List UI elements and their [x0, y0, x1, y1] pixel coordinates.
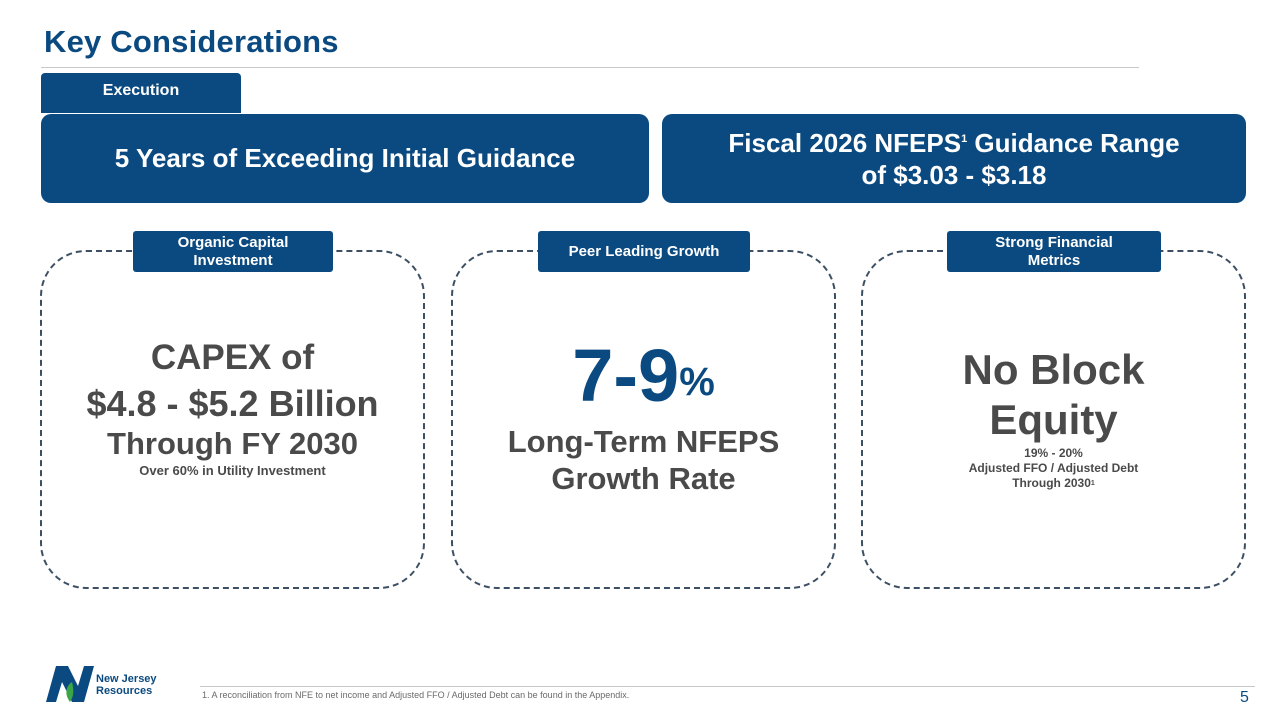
financial-metrics-tab: Strong Financial Metrics [947, 231, 1161, 272]
company-logo [46, 666, 94, 702]
guidance-history-banner: 5 Years of Exceeding Initial Guidance [41, 114, 649, 203]
title-divider [41, 67, 1139, 68]
guidance-range-line1: Fiscal 2026 NFEPS1 Guidance Range [728, 127, 1180, 158]
capex-note: Over 60% in Utility Investment [139, 463, 326, 478]
growth-card [451, 250, 836, 589]
growth-rate-value: 7-9% [572, 334, 715, 417]
capex-period: Through FY 2030 [107, 426, 358, 461]
footer-divider [200, 686, 1255, 687]
capex-heading: CAPEX of [150, 338, 315, 377]
growth-rate-label-line1: Long-Term NFEPS [507, 424, 780, 459]
footnote: 1. A reconciliation from NFE to net inco… [202, 690, 630, 700]
ffo-debt-metric: 19% - 20% Adjusted FFO / Adjusted Debt T… [968, 446, 1139, 490]
peer-growth-tab: Peer Leading Growth [538, 231, 750, 272]
page-number: 5 [1240, 689, 1249, 706]
no-block-equity-line1: No Block [962, 346, 1145, 393]
footnote-marker: 1 [961, 132, 968, 145]
capital-investment-tab: Organic Capital Investment [133, 231, 333, 272]
no-block-equity-line2: Equity [989, 396, 1118, 443]
execution-tab: Execution [41, 73, 241, 113]
guidance-range-line2: of $3.03 - $3.18 [861, 159, 1047, 190]
guidance-range-banner: Fiscal 2026 NFEPS1 Guidance Range of $3.… [662, 114, 1246, 203]
logo-wordmark: New Jersey Resources [96, 673, 157, 697]
growth-rate-label-line2: Growth Rate [551, 461, 736, 496]
page-title: Key Considerations [44, 24, 339, 59]
guidance-history-text: 5 Years of Exceeding Initial Guidance [114, 143, 576, 173]
capex-amount: $4.8 - $5.2 Billion [86, 383, 379, 424]
